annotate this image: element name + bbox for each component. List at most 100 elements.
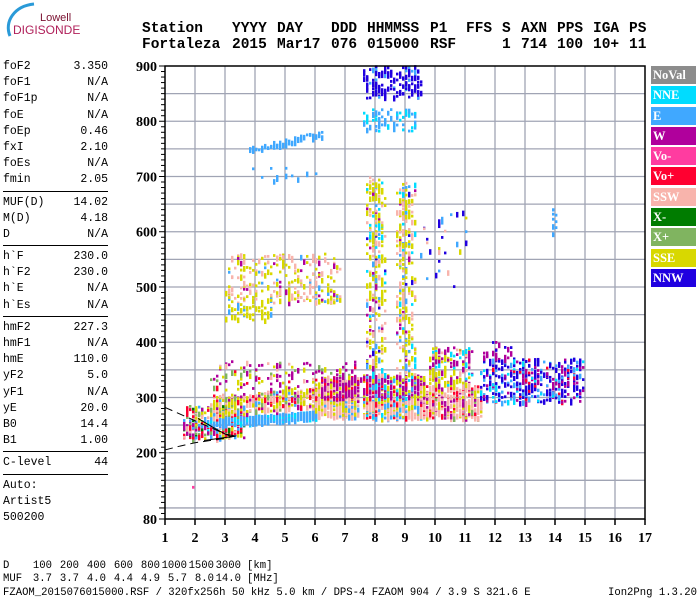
echo-point [267,391,270,394]
echo-point [333,301,336,305]
echo-point [441,387,444,394]
echo-point [342,415,345,421]
echo-point [375,407,378,410]
echo-point [501,374,504,378]
echo-point [417,374,420,378]
echo-point [285,142,288,149]
echo-point [195,416,198,420]
echo-point [375,230,378,233]
x-tick-label: 5 [282,531,289,546]
echo-point [366,84,369,91]
echo-point [276,143,279,147]
echo-point [333,279,336,283]
echo-point [552,208,555,212]
echo-point [384,347,387,353]
echo-point [288,373,291,377]
echo-point [414,277,417,284]
echo-point [387,402,390,409]
echo-point [336,265,339,268]
echo-point [378,71,381,75]
echo-point [390,384,393,391]
echo-point [225,396,228,403]
echo-point [273,407,276,411]
echo-point [369,328,372,332]
echo-point [369,191,372,195]
echo-point [504,345,507,349]
echo-point [342,383,345,387]
echo-point [381,324,384,328]
echo-point [462,416,465,423]
echo-point [366,83,369,87]
echo-point [531,371,534,375]
echo-point [309,134,312,137]
echo-point [222,421,225,425]
echo-point [312,411,315,418]
echo-point [381,404,384,408]
echo-point [375,410,378,414]
echo-point [348,411,351,417]
muf-value: 8.0 [194,573,214,585]
echo-point [402,312,405,316]
echo-point [264,255,267,258]
echo-point [402,222,405,226]
echo-point [264,266,267,270]
echo-point [399,236,402,240]
echo-point [240,292,243,295]
echo-point [498,342,501,349]
echo-point [366,237,369,241]
echo-point [282,253,285,257]
header-value: 1 [502,37,511,53]
echo-point [405,216,408,220]
echo-point [393,416,396,420]
echo-point [261,403,264,409]
echo-point [327,375,330,379]
echo-point [573,386,576,393]
echo-point [414,193,417,197]
echo-point [270,299,273,302]
echo-point [255,297,258,301]
echo-point [345,391,348,398]
echo-point [375,209,378,213]
echo-point [270,295,273,299]
echo-point [381,83,384,87]
echo-point [423,416,426,420]
echo-point [252,167,255,171]
echo-point [378,303,381,310]
echo-point [309,289,312,295]
echo-point [303,400,306,407]
echo-point [378,357,381,364]
echo-point [486,387,489,391]
echo-point [351,387,354,390]
echo-point [276,176,279,182]
echo-point [228,410,231,414]
echo-point [303,369,306,373]
parameter-row: B0 14.4 [3,417,108,433]
echo-point [294,279,297,282]
echo-point [306,254,309,258]
parameter-row: foF2 3.350 [3,59,108,75]
echo-point [246,266,249,269]
echo-point [330,378,333,382]
echo-point [453,370,456,376]
echo-point [498,367,501,371]
echo-point [372,211,375,215]
echo-point [492,358,495,365]
echo-point [309,413,312,416]
echo-point [411,233,414,237]
echo-point [330,268,333,275]
echo-point [375,78,378,82]
echo-point [399,74,402,78]
echo-point [357,394,360,398]
echo-point [468,405,471,411]
echo-point [429,411,432,418]
echo-point [375,66,378,72]
echo-point [558,385,561,389]
echo-point [339,383,342,386]
echo-point [213,415,216,422]
echo-point [567,369,570,372]
echo-point [558,383,561,387]
echo-point [291,257,294,263]
echo-point [408,230,411,234]
echo-point [204,424,207,428]
echo-point [498,392,501,399]
